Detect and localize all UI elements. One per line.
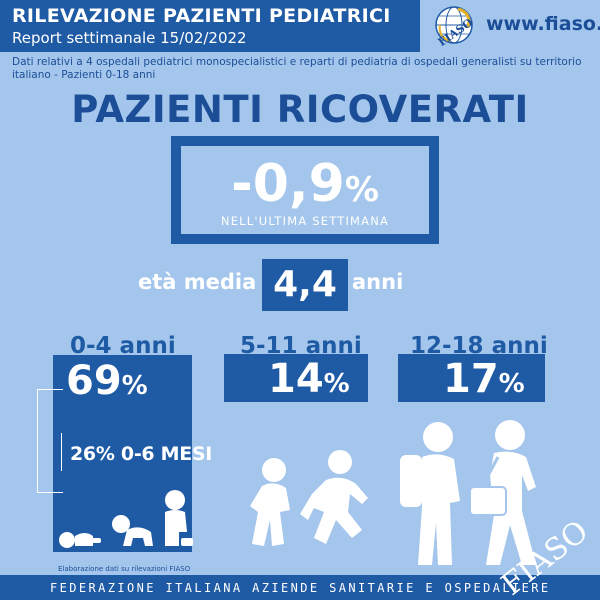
group-box-5-11: [224, 354, 368, 402]
weekly-change-box: -0,9% NELL'ULTIMA SETTIMANA: [171, 136, 439, 244]
weekly-change-value: -0,9%: [231, 154, 379, 214]
group-detail-0-6-months: 26% 0-6 MESI: [70, 443, 213, 465]
teens-with-backpacks-icon: [400, 420, 536, 565]
data-credit: Elaborazione dati su rilevazioni FIASO: [58, 565, 191, 573]
header-bar: RILEVAZIONE PAZIENTI PEDIATRICI Report s…: [0, 0, 420, 52]
bracket-line: [37, 389, 63, 493]
website-link[interactable]: www.fiaso.it: [486, 13, 600, 35]
detail-divider: [61, 433, 62, 471]
data-description: Dati relativi a 4 ospedali pediatrici mo…: [12, 56, 582, 81]
weekly-change-unit: %: [344, 170, 379, 210]
group-value-0-4: 69%: [66, 358, 148, 404]
footer-bar: FEDERAZIONE ITALIANA AZIENDE SANITARIE E…: [0, 575, 600, 600]
group-label-0-4: 0-4 anni: [70, 333, 176, 359]
report-title: RILEVAZIONE PAZIENTI PEDIATRICI: [12, 5, 391, 27]
average-age-value: 4,4: [262, 259, 348, 311]
fiaso-logo: FIASO: [428, 3, 480, 49]
main-title: PAZIENTI RICOVERATI: [71, 88, 529, 131]
running-children-icon: [250, 450, 368, 546]
group-value-12-18: 17%: [443, 356, 525, 402]
group-value-5-11: 14%: [268, 356, 350, 402]
toddlers-icon: [59, 490, 193, 548]
average-age-label: età media: [138, 270, 257, 294]
footer-text: FEDERAZIONE ITALIANA AZIENDE SANITARIE E…: [50, 581, 551, 595]
average-age-unit: anni: [352, 270, 404, 294]
group-box-12-18: [398, 354, 545, 402]
weekly-change-caption: NELL'ULTIMA SETTIMANA: [220, 214, 390, 228]
report-subtitle: Report settimanale 15/02/2022: [12, 29, 247, 47]
